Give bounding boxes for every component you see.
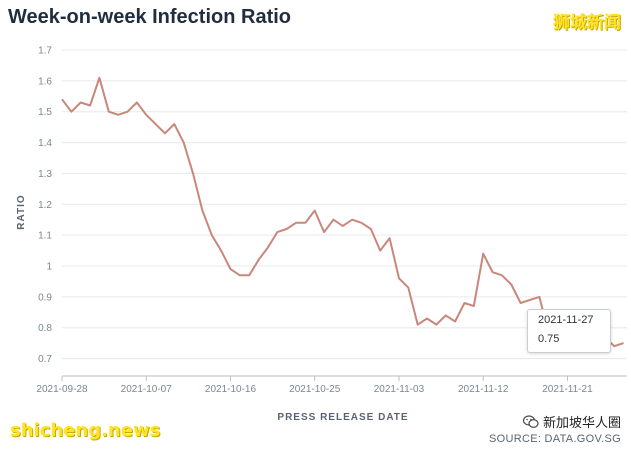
y-tick-label: 1.2 — [38, 200, 52, 211]
source-area: 新加坡华人圈 SOURCE: DATA.GOV.SG — [489, 412, 621, 445]
y-tick-label: 1.7 — [38, 46, 52, 57]
y-tick-label: 1.5 — [38, 107, 52, 118]
x-tick-label: 2021-10-25 — [289, 384, 341, 395]
chart-title: Week-on-week Infection Ratio — [8, 6, 292, 28]
y-tick-label: 1.1 — [38, 231, 52, 242]
x-tick-label: 2021-11-03 — [374, 384, 425, 395]
x-tick-label: 2021-09-28 — [36, 384, 88, 395]
x-axis-title: PRESS RELEASE DATE — [277, 412, 408, 423]
y-tick-label: 0.8 — [38, 323, 52, 334]
y-tick-label: 0.7 — [38, 354, 52, 365]
watermark-bottom: shicheng.news — [10, 420, 161, 441]
series-line — [61, 76, 624, 348]
series-group — [61, 76, 624, 348]
y-tick-label: 1.3 — [38, 169, 52, 180]
x-tick-label: 2021-10-16 — [205, 384, 257, 395]
y-tick-label: 1.4 — [38, 138, 52, 149]
y-tick-label: 1 — [46, 262, 52, 273]
data-tooltip: 2021-11-27 0.75 — [527, 309, 611, 353]
x-tick-label: 2021-11-12 — [458, 384, 509, 395]
tooltip-date: 2021-11-27 — [538, 314, 594, 326]
wechat-icon — [522, 414, 539, 428]
watermark-top: 狮城新闻 — [553, 13, 621, 33]
y-axis-title: RATIO — [16, 194, 27, 229]
y-tick-label: 1.6 — [38, 76, 52, 87]
y-tick-labels: 0.7 0.8 0.9 1 1.1 1.2 1.3 1.4 1.5 1.6 1.7 — [38, 46, 52, 366]
source-label: SOURCE: DATA.GOV.SG — [488, 433, 621, 445]
wechat-label: 新加坡华人圈 — [542, 416, 621, 431]
tooltip-value: 0.75 — [538, 333, 560, 345]
y-tick-label: 0.9 — [38, 292, 52, 303]
wechat-badge: 新加坡华人圈 — [489, 412, 621, 431]
x-tick-labels: 2021-09-28 2021-10-07 2021-10-16 2021-10-25… — [36, 384, 593, 395]
x-axis — [61, 375, 627, 381]
x-tick-label: 2021-11-21 — [542, 384, 593, 395]
x-tick-label: 2021-10-07 — [121, 384, 173, 395]
